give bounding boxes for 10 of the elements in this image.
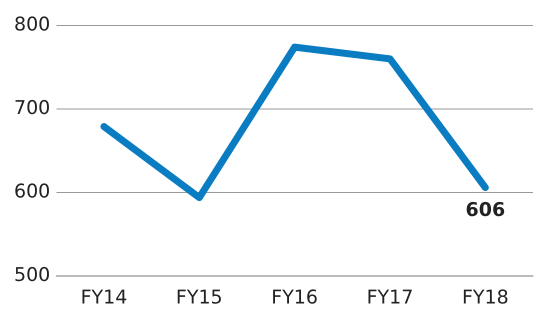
x-tick-label: FY17 <box>366 286 414 309</box>
y-tick-label: 800 <box>14 13 50 36</box>
data-label: 606 <box>465 199 506 222</box>
x-tick-label: FY15 <box>176 286 223 309</box>
x-tick-label: FY14 <box>80 286 128 309</box>
x-tick-label: FY18 <box>462 286 509 309</box>
y-tick-label: 500 <box>14 264 50 286</box>
x-tick-label: FY16 <box>271 286 318 309</box>
y-tick-label: 700 <box>14 96 50 119</box>
y-tick-label: 600 <box>14 180 50 203</box>
